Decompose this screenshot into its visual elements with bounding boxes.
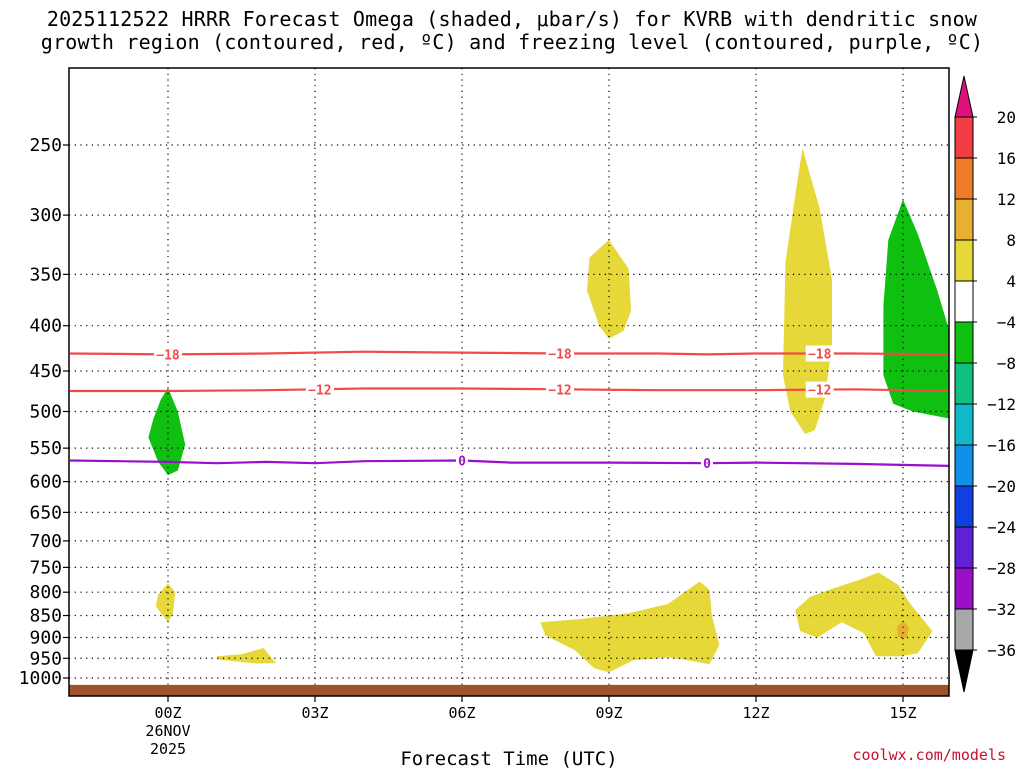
y-tick-label: 450: [29, 361, 62, 382]
x-tick-label: 12Z: [742, 704, 769, 722]
colorbar-segment: [954, 485, 974, 528]
colorbar-segment: [954, 280, 974, 323]
contour-label-bg: [154, 346, 182, 363]
colorbar-segment: [954, 362, 974, 405]
y-tick-label: 400: [29, 316, 62, 337]
y-tick-label: 950: [29, 648, 62, 669]
colorbar-segment: [954, 198, 974, 241]
colorbar-label: −12: [987, 395, 1016, 414]
omega-shaded-region: [148, 387, 186, 476]
colorbar-segment: [954, 116, 974, 159]
terrain-fill: [69, 684, 949, 696]
y-tick-label: 800: [29, 582, 62, 603]
contour-label-bg: [546, 345, 574, 362]
y-tick-label: 900: [29, 627, 62, 648]
colorbar-label: −16: [987, 436, 1016, 455]
chart-title: 2025112522 HRRR Forecast Omega (shaded, …: [0, 8, 1024, 54]
colorbar-segment: [954, 444, 974, 487]
contour-label-bg: [305, 381, 334, 398]
chart-title-line1: 2025112522 HRRR Forecast Omega (shaded, …: [46, 7, 978, 31]
colorbar-label: 4: [1006, 272, 1016, 291]
colorbar-label: −8: [997, 354, 1016, 373]
omega-shaded-region: [217, 648, 276, 664]
omega-shaded-region: [795, 572, 933, 657]
y-tick-label: 650: [29, 502, 62, 523]
colorbar-label: −20: [987, 477, 1016, 496]
plot-frame: [68, 67, 950, 697]
y-tick-label: 500: [29, 402, 62, 423]
colorbar-label: 8: [1006, 231, 1016, 250]
colorbar-label: 20: [997, 108, 1016, 127]
watermark: coolwx.com/models: [852, 746, 1006, 764]
contour-label-bg: [546, 381, 574, 398]
colorbar-segment: [954, 403, 974, 446]
colorbar-label: 12: [997, 190, 1016, 209]
contour-label: −12: [548, 383, 571, 398]
x-tick-date-label: 26NOV: [145, 722, 190, 740]
x-tick-label: 09Z: [595, 704, 622, 722]
colorbar: 20 16 12 8 4 −4 −8 −12 −16 −20 −24 −28 −32 −36: [954, 75, 1016, 693]
x-tick-label: 03Z: [301, 704, 328, 722]
omega-shaded-region: [783, 148, 832, 434]
colorbar-label: −24: [987, 518, 1016, 537]
omega-shaded-region: [155, 583, 176, 623]
colorbar-label: −36: [987, 641, 1016, 660]
colorbar-segment: [954, 526, 974, 569]
contour-label-bg: [701, 455, 713, 472]
omega-shaded-region: [587, 239, 631, 339]
colorbar-segment: [954, 239, 974, 282]
colorbar-top-arrow: [954, 75, 974, 118]
colorbar-bottom-arrow: [954, 649, 974, 693]
colorbar-segment: [954, 608, 974, 651]
colorbar-label: −4: [997, 313, 1016, 332]
contour-label: 0: [703, 457, 711, 472]
y-axis: 2503003504004505005506006507007508008509…: [19, 135, 69, 689]
colorbar-segment: [954, 567, 974, 610]
colorbar-segment: [954, 157, 974, 200]
colorbar-label: −28: [987, 559, 1016, 578]
freezing-level-contour: [69, 459, 949, 467]
contour-label: 0: [458, 455, 466, 470]
x-tick-label: 00Z: [154, 704, 181, 722]
x-tick-label: 15Z: [889, 704, 916, 722]
y-tick-label: 750: [29, 557, 62, 578]
contour-label: −12: [308, 383, 331, 398]
contour-label: −18: [156, 348, 180, 363]
omega-shaded-region: [883, 199, 949, 419]
y-tick-label: 250: [29, 135, 62, 156]
contour-label: −18: [808, 348, 832, 363]
y-tick-label: 300: [29, 205, 62, 226]
omega-shaded-region: [540, 581, 720, 673]
dgz-contour: [70, 387, 949, 393]
contour-label-bg: [456, 452, 468, 469]
x-axis-title: Forecast Time (UTC): [400, 748, 617, 768]
contour-label-bg: [805, 345, 834, 362]
y-tick-label: 1000: [19, 668, 62, 689]
colorbar-label: −32: [987, 600, 1016, 619]
contour-label: −12: [808, 384, 831, 399]
omega-shaded-region: [897, 620, 909, 638]
terrain-layer: [69, 684, 949, 696]
y-tick-label: 350: [29, 264, 62, 285]
omega-shading-layer: [148, 148, 949, 673]
y-tick-label: 600: [29, 472, 62, 493]
chart-title-line2: growth region (contoured, red, ºC) and f…: [40, 30, 984, 54]
x-tick-year-label: 2025: [150, 740, 186, 758]
grid-layer: [69, 68, 949, 696]
contour-label: −18: [548, 348, 572, 363]
x-tick-label: 06Z: [448, 704, 475, 722]
colorbar-segment: [954, 321, 974, 364]
contour-layer: −18 −18 −18 −12 −12 −12 0 0: [69, 345, 949, 472]
contour-label-bg: [805, 381, 834, 398]
y-tick-label: 850: [29, 606, 62, 627]
y-tick-label: 550: [29, 438, 62, 459]
colorbar-label: 16: [997, 149, 1016, 168]
y-tick-label: 700: [29, 531, 62, 552]
